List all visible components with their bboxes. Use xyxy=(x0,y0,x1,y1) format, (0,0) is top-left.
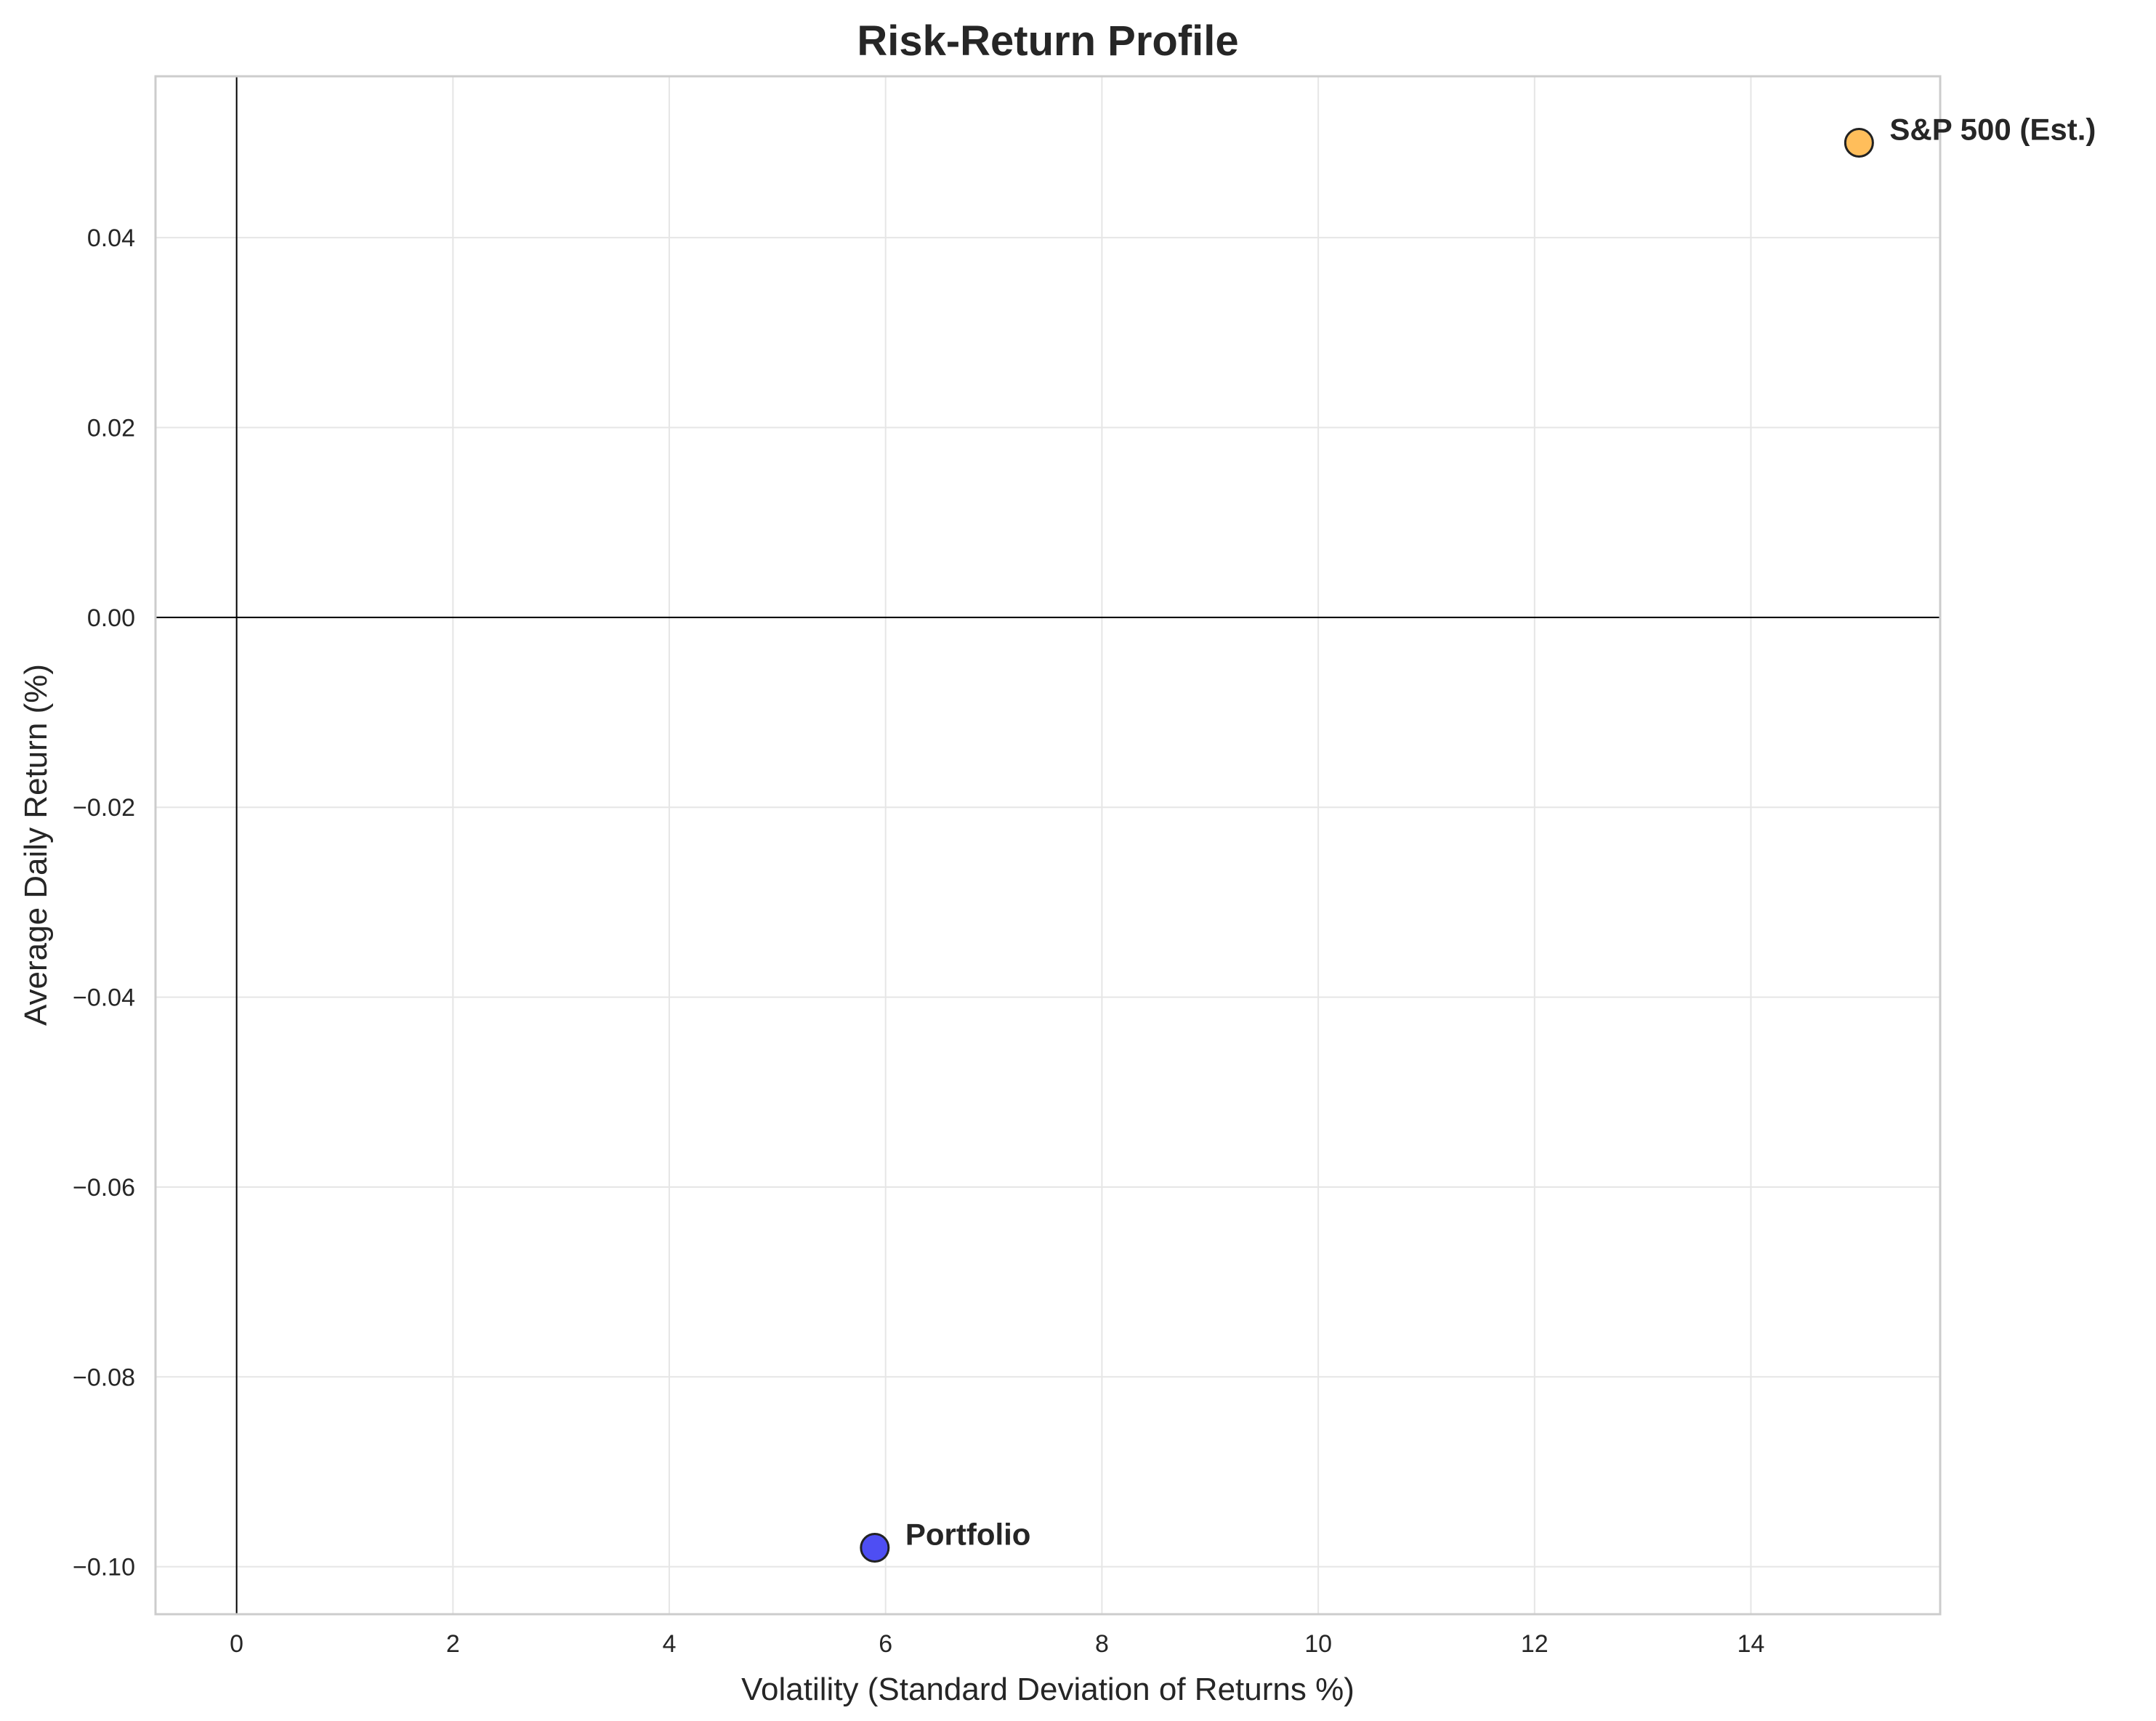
y-tick-label: −0.06 xyxy=(73,1174,135,1202)
point-sp500 xyxy=(1844,127,1874,158)
x-tick-label: 0 xyxy=(230,1630,243,1658)
plot-border xyxy=(154,75,1942,1616)
y-tick-label: 0.02 xyxy=(87,415,135,442)
chart-title: Risk-Return Profile xyxy=(857,17,1238,65)
reference-lines xyxy=(156,76,1940,1614)
x-tick-label: 2 xyxy=(446,1630,460,1658)
x-tick-label: 10 xyxy=(1304,1630,1332,1658)
y-tick-label: −0.04 xyxy=(73,984,135,1012)
x-tick-label: 8 xyxy=(1095,1630,1109,1658)
y-tick-label: −0.08 xyxy=(73,1364,135,1391)
point-portfolio xyxy=(860,1533,890,1563)
x-tick-label: 6 xyxy=(879,1630,892,1658)
y-tick-label: −0.02 xyxy=(73,794,135,822)
x-tick-label: 12 xyxy=(1521,1630,1549,1658)
point-label-portfolio: Portfolio xyxy=(905,1518,1031,1552)
plot-frame xyxy=(154,75,1942,1616)
tick-labels: 0 2 4 6 8 10 12 14 0.04 0.02 0.00 −0.02 −0.04 −0.06 −0… xyxy=(73,224,1764,1658)
point-label-sp500: S&P 500 (Est.) xyxy=(1889,112,2096,146)
y-axis-label: Average Daily Return (%) xyxy=(18,664,54,1026)
y-tick-label: 0.00 xyxy=(87,604,135,632)
data-points: Portfolio S&P 500 (Est.) xyxy=(860,112,2096,1563)
x-tick-label: 14 xyxy=(1737,1630,1765,1658)
grid-layer xyxy=(156,76,1940,1614)
y-tick-label: 0.04 xyxy=(87,224,135,252)
x-axis-label: Volatility (Standard Deviation of Return… xyxy=(741,1672,1354,1707)
y-tick-label: −0.10 xyxy=(73,1554,135,1582)
x-tick-label: 4 xyxy=(663,1630,677,1658)
